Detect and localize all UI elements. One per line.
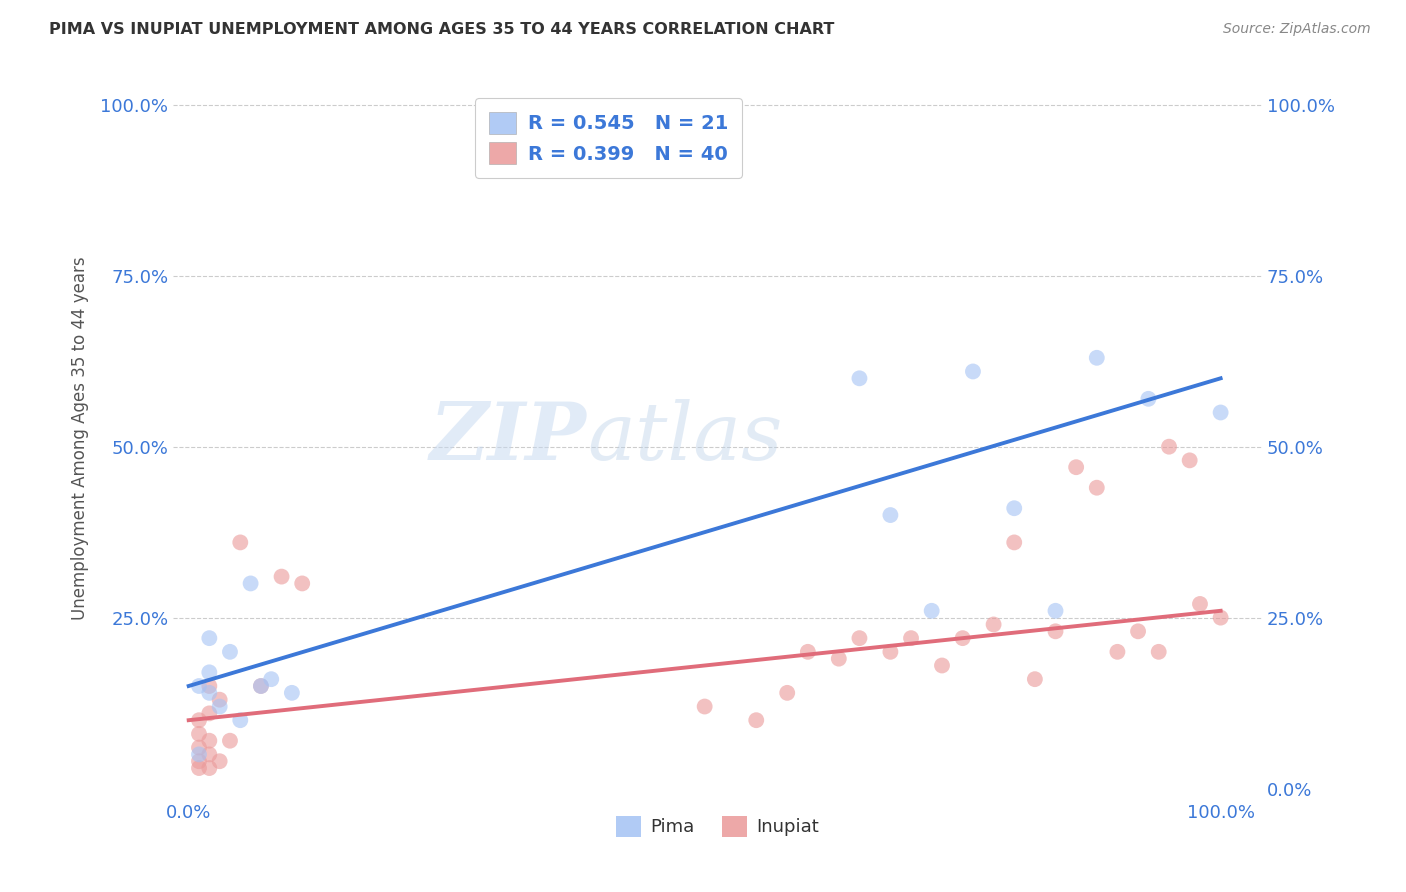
Point bbox=[879, 645, 901, 659]
Point bbox=[848, 631, 870, 645]
Point bbox=[900, 631, 922, 645]
Point bbox=[693, 699, 716, 714]
Point bbox=[931, 658, 953, 673]
Point bbox=[921, 604, 943, 618]
Point bbox=[188, 761, 211, 775]
Point bbox=[198, 706, 221, 721]
Text: ZIP: ZIP bbox=[430, 400, 586, 477]
Point bbox=[281, 686, 304, 700]
Point bbox=[188, 679, 211, 693]
Point bbox=[250, 679, 273, 693]
Point bbox=[1188, 597, 1211, 611]
Point bbox=[1045, 604, 1067, 618]
Point bbox=[848, 371, 870, 385]
Point bbox=[291, 576, 314, 591]
Point bbox=[952, 631, 974, 645]
Point bbox=[260, 672, 283, 686]
Point bbox=[1157, 440, 1180, 454]
Point bbox=[208, 754, 231, 768]
Point bbox=[229, 713, 252, 727]
Point bbox=[1024, 672, 1046, 686]
Point bbox=[188, 747, 211, 762]
Point bbox=[1209, 610, 1232, 624]
Point bbox=[219, 733, 242, 747]
Point bbox=[1085, 481, 1108, 495]
Point bbox=[879, 508, 901, 522]
Point bbox=[208, 699, 231, 714]
Point bbox=[198, 665, 221, 680]
Point bbox=[188, 727, 211, 741]
Point bbox=[1107, 645, 1129, 659]
Point bbox=[198, 679, 221, 693]
Point bbox=[745, 713, 768, 727]
Point bbox=[797, 645, 820, 659]
Point bbox=[229, 535, 252, 549]
Point bbox=[1126, 624, 1149, 639]
Point bbox=[250, 679, 273, 693]
Point bbox=[776, 686, 799, 700]
Point bbox=[188, 754, 211, 768]
Point bbox=[1064, 460, 1087, 475]
Point bbox=[1147, 645, 1170, 659]
Text: atlas: atlas bbox=[586, 400, 782, 477]
Point bbox=[188, 713, 211, 727]
Point bbox=[1178, 453, 1201, 467]
Point bbox=[198, 686, 221, 700]
Point bbox=[198, 733, 221, 747]
Point bbox=[1209, 405, 1232, 419]
Point bbox=[198, 747, 221, 762]
Point bbox=[198, 761, 221, 775]
Point bbox=[270, 569, 292, 583]
Y-axis label: Unemployment Among Ages 35 to 44 years: Unemployment Among Ages 35 to 44 years bbox=[72, 256, 89, 620]
Point bbox=[1085, 351, 1108, 365]
Point bbox=[1002, 535, 1025, 549]
Point bbox=[208, 692, 231, 706]
Point bbox=[828, 651, 851, 665]
Point bbox=[1137, 392, 1160, 406]
Text: PIMA VS INUPIAT UNEMPLOYMENT AMONG AGES 35 TO 44 YEARS CORRELATION CHART: PIMA VS INUPIAT UNEMPLOYMENT AMONG AGES … bbox=[49, 22, 835, 37]
Point bbox=[239, 576, 262, 591]
Point bbox=[198, 631, 221, 645]
Point bbox=[1045, 624, 1067, 639]
Point bbox=[188, 740, 211, 755]
Point bbox=[1002, 501, 1025, 516]
Point bbox=[219, 645, 242, 659]
Legend: Pima, Inupiat: Pima, Inupiat bbox=[609, 809, 827, 844]
Point bbox=[983, 617, 1005, 632]
Text: Source: ZipAtlas.com: Source: ZipAtlas.com bbox=[1223, 22, 1371, 37]
Point bbox=[962, 364, 984, 378]
